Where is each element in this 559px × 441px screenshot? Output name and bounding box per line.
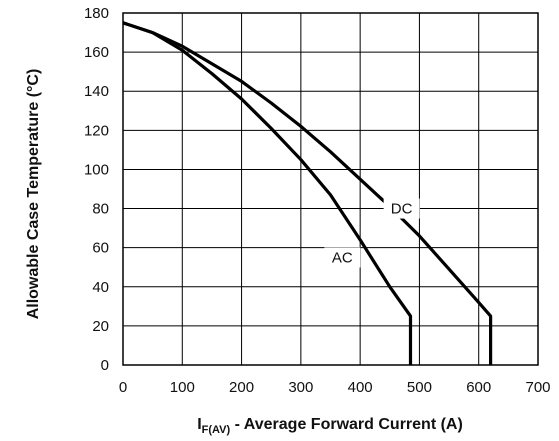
y-tick-label: 180: [84, 5, 109, 22]
series-label-bg: [383, 198, 420, 219]
x-tick-label: 500: [407, 379, 432, 396]
series-labels: DC AC: [324, 198, 420, 268]
x-tick-label: 400: [348, 379, 373, 396]
series-label-dc: DC: [391, 201, 413, 218]
x-tick-label: 100: [170, 379, 195, 396]
series-line-ac: [122, 21, 413, 365]
x-axis-title-main: I: [197, 416, 201, 433]
y-axis-title: Allowable Case Temperature (°C): [25, 69, 42, 320]
y-tick-label: 160: [84, 44, 109, 61]
x-tick-label: 300: [288, 379, 313, 396]
x-tick-labels: 0 100 200 300 400 500 600 700: [119, 379, 551, 396]
x-tick-label: 200: [229, 379, 254, 396]
plot-frame: [122, 12, 539, 366]
series-line-dc: [122, 21, 493, 365]
x-axis-title: IF(AV) - Average Forward Current (A): [197, 416, 463, 436]
y-tick-labels: 0 20 40 60 80 100 120 140 160 180: [84, 5, 109, 374]
y-tick-label: 120: [84, 122, 109, 139]
x-tick-label: 0: [119, 379, 127, 396]
y-tick-label: 80: [92, 201, 109, 218]
x-tick-label: 600: [466, 379, 491, 396]
y-tick-label: 140: [84, 83, 109, 100]
y-tick-label: 0: [101, 357, 109, 374]
y-tick-label: 40: [92, 279, 109, 296]
series-label-bg: [324, 247, 361, 268]
series-label-ac: AC: [332, 249, 353, 266]
x-tick-label: 700: [525, 379, 550, 396]
y-tick-label: 20: [92, 318, 109, 335]
series-lines: [122, 21, 493, 365]
x-axis-title-subscript: F(AV): [202, 424, 231, 436]
x-axis-title-rest: - Average Forward Current (A): [230, 416, 463, 433]
y-tick-label: 60: [92, 240, 109, 257]
grid: [122, 12, 539, 366]
y-tick-label: 100: [84, 161, 109, 178]
